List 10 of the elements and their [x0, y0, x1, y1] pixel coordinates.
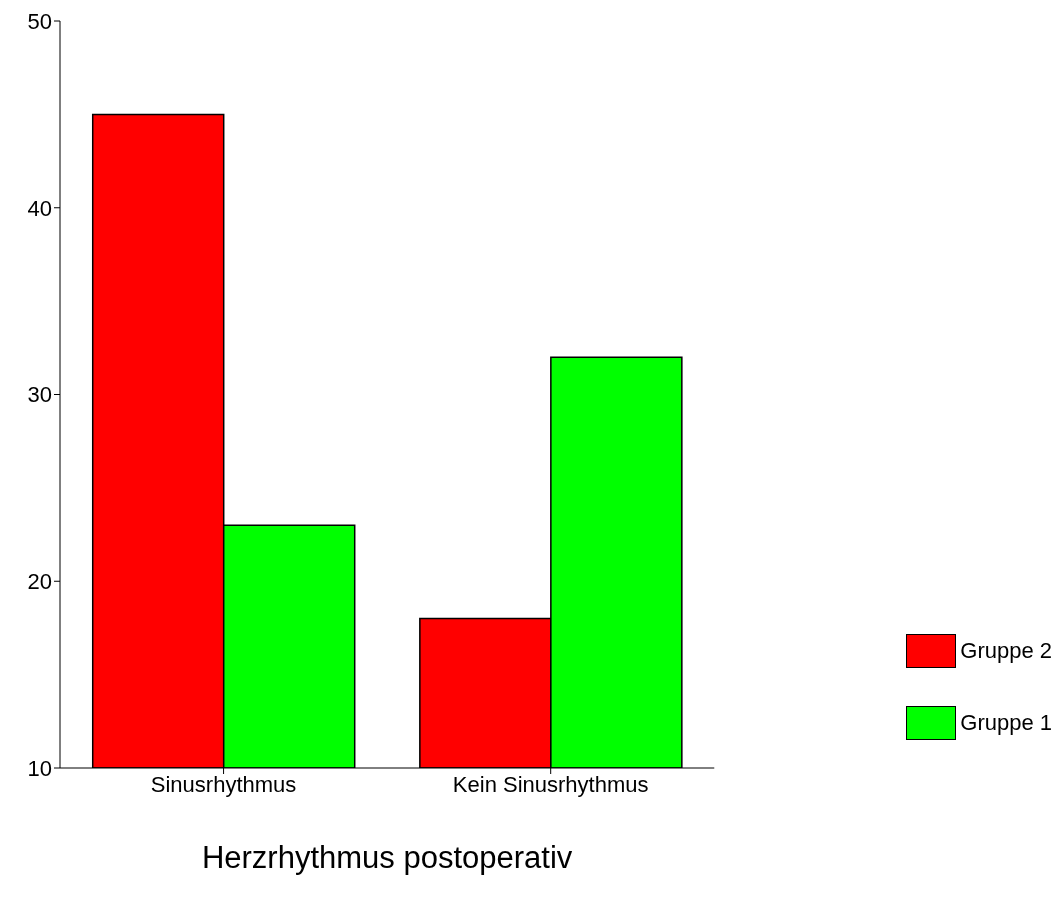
y-tick-label: 50: [27, 8, 52, 34]
x-tick-label: Sinusrhythmus: [150, 771, 297, 797]
y-tick-label: 30: [27, 382, 52, 408]
legend-label: Gruppe 1: [960, 710, 1052, 736]
legend-label: Gruppe 2: [960, 638, 1052, 664]
y-tick-label: 10: [27, 755, 52, 781]
y-tick-label: 20: [27, 569, 52, 595]
x-axis-title: Herzrhythmus postoperativ: [201, 840, 573, 875]
y-tick-label: 40: [27, 195, 52, 221]
x-tick-label: Kein Sinusrhythmus: [452, 771, 649, 797]
